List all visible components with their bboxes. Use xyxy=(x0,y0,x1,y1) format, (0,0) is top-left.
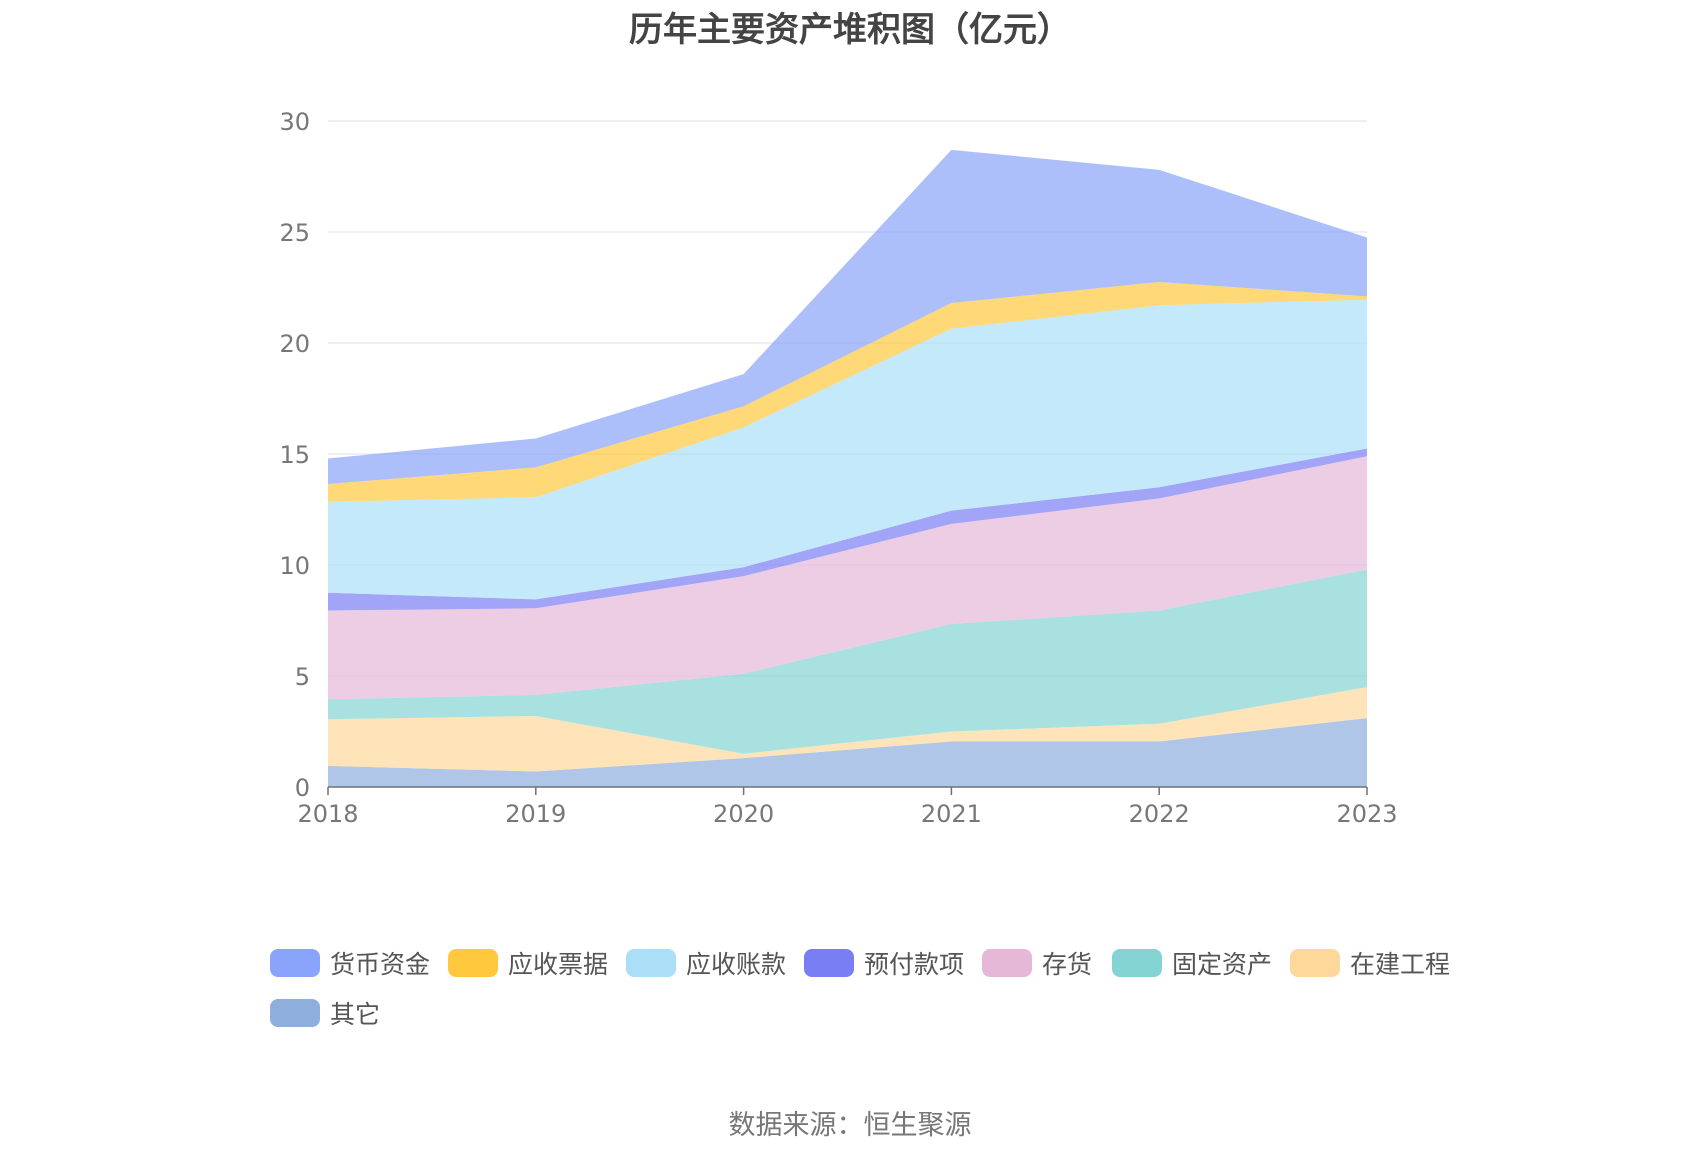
x-tick-label: 2020 xyxy=(713,800,774,828)
legend-label: 预付款项 xyxy=(864,950,965,979)
legend-item[interactable]: 在建工程 xyxy=(1290,948,1451,979)
legend-swatch xyxy=(982,949,1032,977)
legend-label: 固定资产 xyxy=(1172,950,1273,979)
legend-item[interactable]: 固定资产 xyxy=(1112,948,1273,979)
area-series-5 xyxy=(328,299,1367,600)
legend-item[interactable]: 其它 xyxy=(270,998,381,1029)
legend-swatch xyxy=(804,949,854,977)
area-series-3 xyxy=(328,456,1367,700)
legend-item[interactable]: 应收票据 xyxy=(448,948,609,979)
x-tick-label: 2022 xyxy=(1129,800,1190,828)
area-series-0 xyxy=(328,718,1367,787)
legend-label: 在建工程 xyxy=(1350,950,1451,979)
legend-swatch xyxy=(1112,949,1162,977)
legend-swatch xyxy=(270,949,320,977)
x-tick-label: 2018 xyxy=(297,800,358,828)
x-tick-label: 2021 xyxy=(921,800,982,828)
source-note: 数据来源：恒生聚源 xyxy=(728,1110,972,1141)
legend-item[interactable]: 应收账款 xyxy=(626,948,787,979)
legend-swatch xyxy=(270,999,320,1027)
legend-item[interactable]: 预付款项 xyxy=(804,948,965,979)
chart-title: 历年主要资产堆积图（亿元） xyxy=(629,10,1071,50)
area-series xyxy=(328,149,1367,787)
area-series-6 xyxy=(328,281,1367,502)
legend-item[interactable]: 货币资金 xyxy=(270,948,431,979)
y-tick-label: 10 xyxy=(279,552,310,580)
legend-label: 其它 xyxy=(330,1000,381,1029)
y-tick-label: 0 xyxy=(295,774,310,802)
legend-swatch xyxy=(448,949,498,977)
legend-label: 货币资金 xyxy=(330,950,431,979)
legend-label: 存货 xyxy=(1042,950,1093,979)
area-series-2 xyxy=(328,569,1367,754)
legend-label: 应收票据 xyxy=(508,950,609,979)
legend-swatch xyxy=(626,949,676,977)
legend-label: 应收账款 xyxy=(686,950,787,979)
y-tick-label: 20 xyxy=(279,330,310,358)
y-tick-label: 25 xyxy=(279,219,310,247)
area-series-1 xyxy=(328,687,1367,772)
y-tick-label: 30 xyxy=(279,108,310,136)
area-series-7 xyxy=(328,149,1367,484)
axes: 0 5 10 15 20 25 30 2018 2019 2020 2021 2022 2023 xyxy=(279,108,1397,828)
y-tick-label: 5 xyxy=(295,663,310,691)
legend-item[interactable]: 存货 xyxy=(982,948,1093,979)
x-tick-label: 2019 xyxy=(505,800,566,828)
legend-swatch xyxy=(1290,949,1340,977)
x-tick-label: 2023 xyxy=(1336,800,1397,828)
y-tick-label: 15 xyxy=(279,441,310,469)
